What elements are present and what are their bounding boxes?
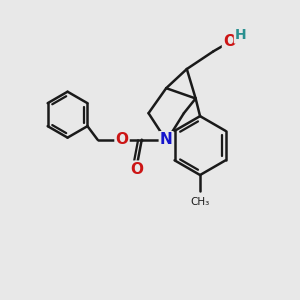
Text: N: N (160, 132, 172, 147)
Text: O: O (130, 162, 143, 177)
Text: CH₃: CH₃ (190, 196, 210, 206)
Text: O: O (223, 34, 236, 50)
Text: H: H (235, 28, 247, 43)
Text: O: O (116, 132, 128, 147)
